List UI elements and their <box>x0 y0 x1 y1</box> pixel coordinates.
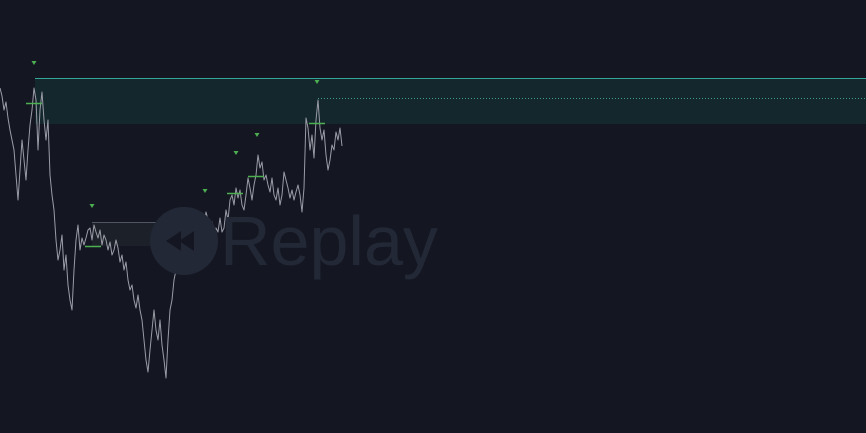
small-zone[interactable] <box>92 222 206 246</box>
signal-triangle-marker[interactable] <box>31 61 37 65</box>
signal-triangle-marker[interactable] <box>89 204 95 208</box>
signal-triangle-marker[interactable] <box>202 189 208 193</box>
supply-zone[interactable] <box>35 78 866 124</box>
signal-triangle-marker[interactable] <box>314 80 320 84</box>
signal-triangle-marker[interactable] <box>233 151 239 155</box>
price-series-line <box>0 87 343 379</box>
signal-triangle-marker[interactable] <box>254 133 260 137</box>
